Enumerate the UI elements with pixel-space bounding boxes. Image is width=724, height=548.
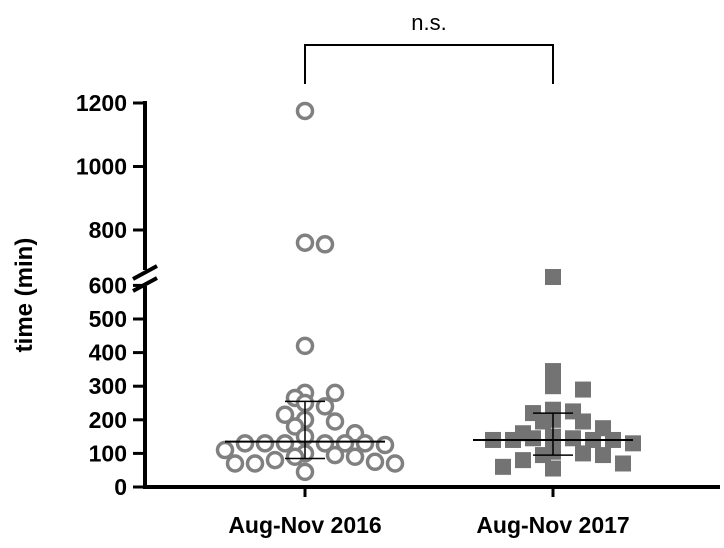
data-point-2016: [245, 454, 265, 473]
axis-break-mark: [132, 264, 158, 281]
y-tick-label: 400: [89, 340, 127, 366]
data-point-2017: [595, 447, 611, 464]
data-point-2016: [325, 383, 345, 403]
y-tick-label: 800: [89, 217, 127, 243]
x-tick-label: Aug-Nov 2016: [228, 512, 381, 538]
y-tick-label: 1000: [76, 154, 127, 180]
data-point-2017: [525, 430, 541, 447]
data-point-2016: [295, 101, 315, 121]
median-iqr-bars: [225, 400, 633, 460]
axes: Aug-Nov 2016 Aug-Nov 2017: [132, 101, 720, 538]
data-point-2016: [315, 397, 335, 416]
data-point-2016: [285, 447, 305, 467]
x-tick-label: Aug-Nov 2017: [476, 512, 629, 538]
y-tick-label: 200: [89, 407, 127, 433]
data-point-2017: [615, 455, 631, 472]
data-point-2017: [575, 381, 591, 398]
data-point-2017: [545, 460, 561, 477]
data-point-2016: [385, 454, 405, 473]
significance-label: n.s.: [411, 10, 446, 35]
data-point-2016: [295, 233, 315, 252]
data-point-2016: [295, 336, 315, 356]
y-tick-label: 500: [89, 306, 127, 332]
data-point-2017: [565, 430, 581, 447]
data-point-2017: [495, 458, 511, 475]
data-point-2016: [325, 445, 345, 465]
data-point-2017: [545, 378, 561, 395]
data-point-2017: [545, 269, 561, 285]
y-tick-label: 100: [89, 440, 127, 466]
data-point-2016: [235, 434, 255, 453]
data-point-2017: [515, 452, 531, 469]
data-point-2017: [535, 413, 551, 430]
significance-bracket-line: [304, 44, 554, 84]
data-point-2016: [255, 434, 275, 453]
data-point-2016: [345, 447, 365, 467]
y-tick-label: 300: [89, 373, 127, 399]
y-tick-label: 600: [89, 272, 127, 298]
data-point-2017: [575, 413, 591, 430]
data-point-2016: [225, 454, 245, 473]
data-point-2016: [375, 435, 395, 455]
y-tick-label: 0: [114, 474, 127, 500]
data-point-2016: [215, 440, 235, 460]
data-point-2016: [325, 412, 345, 431]
data-point-2016: [275, 434, 295, 453]
data-point-2016: [315, 235, 335, 254]
y-ticks: 0 100 200 300 400 500 600 800 1000 1200: [76, 90, 145, 500]
significance-bracket: n.s.: [304, 10, 554, 84]
data-points: [215, 101, 641, 482]
data-point-2016: [315, 434, 335, 453]
data-point-2017: [545, 363, 561, 380]
data-point-2016: [265, 450, 285, 470]
data-point-2017: [575, 445, 591, 462]
data-point-2016: [295, 462, 315, 482]
y-axis-title: time (min): [11, 238, 38, 353]
data-point-2016: [335, 434, 355, 453]
y-tick-label: 1200: [76, 90, 127, 116]
data-point-2017: [625, 435, 641, 452]
data-point-2016: [355, 434, 375, 453]
data-point-2016: [365, 452, 385, 472]
data-point-2016: [275, 405, 295, 425]
